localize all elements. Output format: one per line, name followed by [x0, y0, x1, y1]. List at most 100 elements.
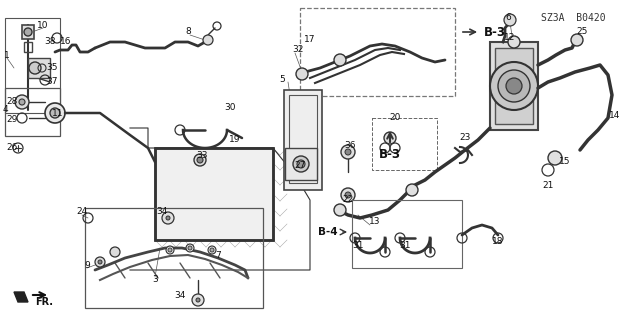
Circle shape	[15, 95, 29, 109]
Circle shape	[98, 260, 102, 264]
Bar	[289, 95, 317, 183]
Circle shape	[186, 244, 194, 252]
Bar	[490, 42, 538, 130]
Circle shape	[50, 108, 60, 118]
Circle shape	[196, 298, 200, 302]
Text: 8: 8	[185, 27, 191, 36]
Bar	[300, 8, 455, 96]
Text: 31: 31	[399, 241, 411, 249]
Circle shape	[490, 62, 538, 110]
Circle shape	[166, 216, 170, 220]
Circle shape	[203, 35, 213, 45]
Circle shape	[162, 212, 174, 224]
Text: 6: 6	[505, 13, 511, 23]
Text: 18: 18	[492, 238, 504, 247]
Circle shape	[548, 151, 562, 165]
Text: 28: 28	[6, 98, 18, 107]
Text: 31: 31	[352, 241, 364, 249]
Circle shape	[384, 132, 396, 144]
Circle shape	[208, 246, 216, 254]
Circle shape	[192, 294, 204, 306]
Text: 24: 24	[76, 207, 88, 217]
Text: 36: 36	[344, 140, 356, 150]
Bar	[372, 118, 437, 170]
Text: B-3: B-3	[379, 149, 401, 161]
Text: 35: 35	[46, 63, 58, 72]
Text: 34: 34	[174, 291, 186, 300]
Bar	[5, 18, 60, 113]
Text: 33: 33	[196, 151, 208, 160]
Text: 19: 19	[229, 136, 241, 145]
Bar	[155, 148, 273, 240]
Text: 38: 38	[44, 38, 56, 47]
Bar	[5, 88, 60, 136]
Text: 37: 37	[46, 78, 58, 86]
Circle shape	[29, 62, 41, 74]
Circle shape	[197, 157, 203, 163]
Text: 34: 34	[156, 207, 168, 217]
Bar	[285, 148, 317, 180]
Circle shape	[45, 103, 65, 123]
Circle shape	[334, 54, 346, 66]
Circle shape	[110, 247, 120, 257]
Text: 14: 14	[609, 110, 621, 120]
Text: 3: 3	[152, 276, 158, 285]
Text: 25: 25	[576, 27, 588, 36]
Bar	[24, 42, 32, 52]
Text: 5: 5	[279, 76, 285, 85]
Text: 32: 32	[292, 46, 304, 55]
Bar	[22, 25, 34, 39]
Circle shape	[297, 160, 305, 168]
Text: 7: 7	[215, 250, 221, 259]
Bar	[28, 58, 50, 78]
Bar	[495, 48, 533, 124]
Bar	[85, 208, 263, 308]
Text: 13: 13	[369, 218, 381, 226]
Text: 11: 11	[52, 108, 64, 117]
Circle shape	[166, 246, 174, 254]
Circle shape	[506, 78, 522, 94]
Text: 15: 15	[559, 158, 571, 167]
Text: 10: 10	[37, 20, 49, 29]
Circle shape	[24, 28, 32, 36]
Circle shape	[293, 156, 309, 172]
Bar	[352, 200, 462, 268]
Circle shape	[19, 99, 25, 105]
Text: SZ3A  B0420: SZ3A B0420	[541, 12, 605, 23]
Text: 26: 26	[6, 144, 18, 152]
Text: 12: 12	[504, 33, 516, 42]
Circle shape	[296, 68, 308, 80]
Text: 9: 9	[84, 261, 90, 270]
Text: B-4: B-4	[318, 227, 338, 237]
Circle shape	[345, 192, 351, 198]
Text: 29: 29	[6, 115, 18, 124]
Circle shape	[341, 188, 355, 202]
Text: 20: 20	[389, 114, 401, 122]
Text: 27: 27	[294, 160, 306, 169]
Bar	[155, 148, 273, 240]
Circle shape	[341, 145, 355, 159]
Text: 17: 17	[304, 35, 316, 44]
Text: 22: 22	[342, 196, 354, 204]
Circle shape	[210, 248, 214, 252]
Circle shape	[168, 248, 172, 252]
Text: 21: 21	[542, 181, 554, 189]
Circle shape	[571, 34, 583, 46]
Text: FR.: FR.	[35, 297, 53, 307]
Text: 1: 1	[4, 50, 10, 60]
Circle shape	[345, 149, 351, 155]
Circle shape	[498, 70, 530, 102]
Text: B-3: B-3	[484, 26, 506, 39]
Text: 23: 23	[460, 133, 470, 143]
Circle shape	[194, 154, 206, 166]
Text: 16: 16	[60, 38, 72, 47]
Circle shape	[188, 246, 192, 250]
Bar	[284, 90, 322, 190]
Text: 4: 4	[2, 106, 8, 115]
Polygon shape	[14, 292, 28, 302]
Circle shape	[504, 14, 516, 26]
Circle shape	[508, 36, 520, 48]
Circle shape	[334, 204, 346, 216]
Text: 30: 30	[224, 103, 236, 113]
Circle shape	[95, 257, 105, 267]
